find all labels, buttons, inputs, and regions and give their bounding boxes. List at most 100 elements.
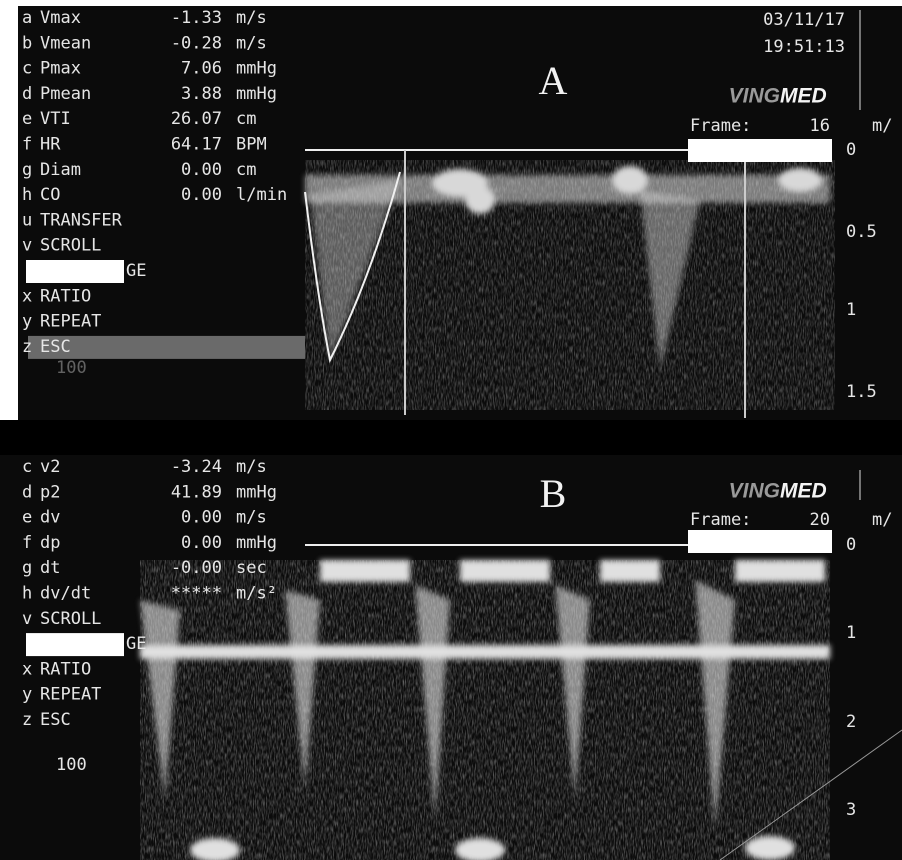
menu-name: GE <box>126 634 146 654</box>
menu-unit: BPM <box>236 135 267 155</box>
menu-name: RATIO <box>40 286 91 306</box>
menu-key: b <box>22 33 32 53</box>
menu-value: -0.28 <box>171 33 222 53</box>
menu-name: Pmean <box>40 84 91 104</box>
frame-bar <box>688 530 832 553</box>
time: 19:51:13 <box>763 37 845 57</box>
menu-key: g <box>22 558 32 578</box>
menu-name: GE <box>126 261 146 281</box>
brand-bold: MED <box>780 480 827 503</box>
panel-label: A <box>539 58 568 103</box>
menu-unit: m/s² <box>236 584 277 604</box>
menu-unit: m/s <box>236 8 267 28</box>
menu-box <box>26 633 124 656</box>
scale-label: 0.5 <box>846 222 877 242</box>
menu-value: 0.00 <box>181 508 222 528</box>
menu-value: 0.00 <box>181 185 222 205</box>
scale-label: 1 <box>846 300 856 320</box>
date: 03/11/17 <box>763 10 845 30</box>
menu-key: c <box>22 457 32 477</box>
brand-light: VING <box>729 85 780 108</box>
menu-value: -0.00 <box>171 558 222 578</box>
menu-name: dt <box>40 558 60 578</box>
menu-unit: m/s <box>236 508 267 528</box>
menu-value: -3.24 <box>171 457 222 477</box>
menu-key: y <box>22 312 32 332</box>
menu-name: dv/dt <box>40 584 91 604</box>
menu-name: Diam <box>40 160 81 180</box>
menu-name: SCROLL <box>40 609 101 629</box>
menu-key: u <box>22 210 32 230</box>
menu-name: dp <box>40 533 60 553</box>
menu-name: CO <box>40 185 60 205</box>
menu-unit: sec <box>236 558 267 578</box>
brand-light: VING <box>729 480 780 503</box>
menu-name: Vmax <box>40 8 81 28</box>
menu-name: HR <box>40 135 61 155</box>
menu-key: g <box>22 160 32 180</box>
footer-value: 100 <box>56 358 87 378</box>
frame-value: 20 <box>810 510 830 530</box>
menu-value: 3.88 <box>181 84 222 104</box>
scale-label: 3 <box>846 800 856 820</box>
menu-key: v <box>22 236 32 256</box>
menu-unit: m/s <box>236 33 267 53</box>
menu-value: 0.00 <box>181 533 222 553</box>
menu-key: z <box>22 710 32 730</box>
menu-name: p2 <box>40 482 60 502</box>
menu-key: e <box>22 109 32 129</box>
menu-key: v <box>22 609 32 629</box>
menu-unit: mmHg <box>236 482 277 502</box>
panel-label: B <box>540 471 567 516</box>
scale-label: 0 <box>846 140 856 160</box>
menu-key: z <box>22 337 32 357</box>
menu-key: a <box>22 8 32 28</box>
gap <box>0 420 902 455</box>
menu-key: y <box>22 685 32 705</box>
menu-name: TRANSFER <box>40 210 123 230</box>
menu-unit: mmHg <box>236 59 277 79</box>
menu-key: d <box>22 482 32 502</box>
menu-name: REPEAT <box>40 312 101 332</box>
menu-box <box>26 260 124 283</box>
menu-name: Vmean <box>40 33 91 53</box>
menu-name: SCROLL <box>40 236 101 256</box>
menu-value: 64.17 <box>171 135 222 155</box>
menu-name: v2 <box>40 457 60 477</box>
menu-key: c <box>22 59 32 79</box>
menu-value: 7.06 <box>181 59 222 79</box>
footer-value: 100 <box>56 755 87 775</box>
menu-key: h <box>22 185 32 205</box>
menu-name: REPEAT <box>40 685 101 705</box>
menu-name: ESC <box>40 710 71 730</box>
menu-key: f <box>22 533 32 553</box>
axis-unit: m/ <box>872 510 892 530</box>
menu-unit: m/s <box>236 457 267 477</box>
scale-label: 1.5 <box>846 382 877 402</box>
frame-label: Frame: <box>690 116 751 136</box>
scale-label: 0 <box>846 535 856 555</box>
menu-value: 41.89 <box>171 482 222 502</box>
ultrasound-screenshot: aVmax-1.33m/sbVmean-0.28m/scPmax7.06mmHg… <box>0 0 902 860</box>
brand-bold: MED <box>780 85 827 108</box>
menu-value: ***** <box>171 584 222 604</box>
scale-label: 1 <box>846 623 856 643</box>
menu-unit: l/min <box>236 185 287 205</box>
menu-name: ESC <box>40 337 71 357</box>
menu-key: d <box>22 84 32 104</box>
menu-unit: cm <box>236 160 256 180</box>
menu-name: Pmax <box>40 59 81 79</box>
menu-name: dv <box>40 508 60 528</box>
scale-label: 2 <box>846 712 856 732</box>
menu-value: 26.07 <box>171 109 222 129</box>
menu-key: h <box>22 584 32 604</box>
menu-unit: mmHg <box>236 533 277 553</box>
menu-value: 0.00 <box>181 160 222 180</box>
menu-name: RATIO <box>40 659 91 679</box>
menu-name: VTI <box>40 109 71 129</box>
axis-unit: m/ <box>872 116 892 136</box>
menu-unit: cm <box>236 109 256 129</box>
menu-key: x <box>22 286 32 306</box>
menu-unit: mmHg <box>236 84 277 104</box>
menu-key: e <box>22 508 32 528</box>
